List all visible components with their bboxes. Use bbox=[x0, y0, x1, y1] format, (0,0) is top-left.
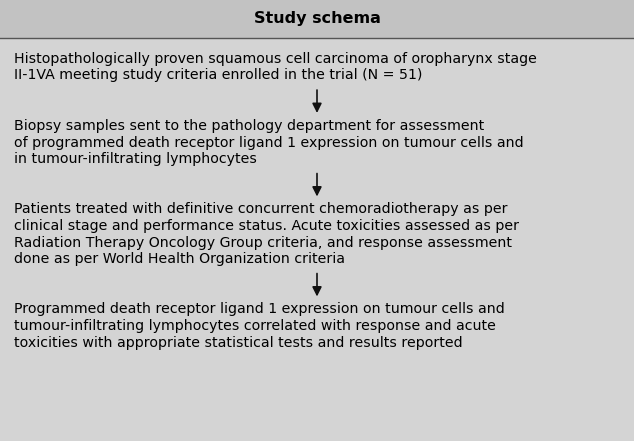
Text: Histopathologically proven squamous cell carcinoma of oropharynx stage: Histopathologically proven squamous cell… bbox=[14, 52, 537, 66]
Text: Programmed death receptor ligand 1 expression on tumour cells and: Programmed death receptor ligand 1 expre… bbox=[14, 303, 505, 317]
Text: done as per World Health Organization criteria: done as per World Health Organization cr… bbox=[14, 252, 345, 266]
Text: in tumour-infiltrating lymphocytes: in tumour-infiltrating lymphocytes bbox=[14, 152, 257, 166]
Text: tumour-infiltrating lymphocytes correlated with response and acute: tumour-infiltrating lymphocytes correlat… bbox=[14, 319, 496, 333]
Text: Patients treated with definitive concurrent chemoradiotherapy as per: Patients treated with definitive concurr… bbox=[14, 202, 507, 217]
Text: toxicities with appropriate statistical tests and results reported: toxicities with appropriate statistical … bbox=[14, 336, 463, 350]
Text: of programmed death receptor ligand 1 expression on tumour cells and: of programmed death receptor ligand 1 ex… bbox=[14, 135, 524, 149]
Text: clinical stage and performance status. Acute toxicities assessed as per: clinical stage and performance status. A… bbox=[14, 219, 519, 233]
Text: II-1VA meeting study criteria enrolled in the trial (N = 51): II-1VA meeting study criteria enrolled i… bbox=[14, 68, 422, 82]
Text: Study schema: Study schema bbox=[254, 11, 380, 26]
Bar bbox=[0, 0, 634, 38]
Text: Radiation Therapy Oncology Group criteria, and response assessment: Radiation Therapy Oncology Group criteri… bbox=[14, 235, 512, 250]
Text: Biopsy samples sent to the pathology department for assessment: Biopsy samples sent to the pathology dep… bbox=[14, 119, 484, 133]
